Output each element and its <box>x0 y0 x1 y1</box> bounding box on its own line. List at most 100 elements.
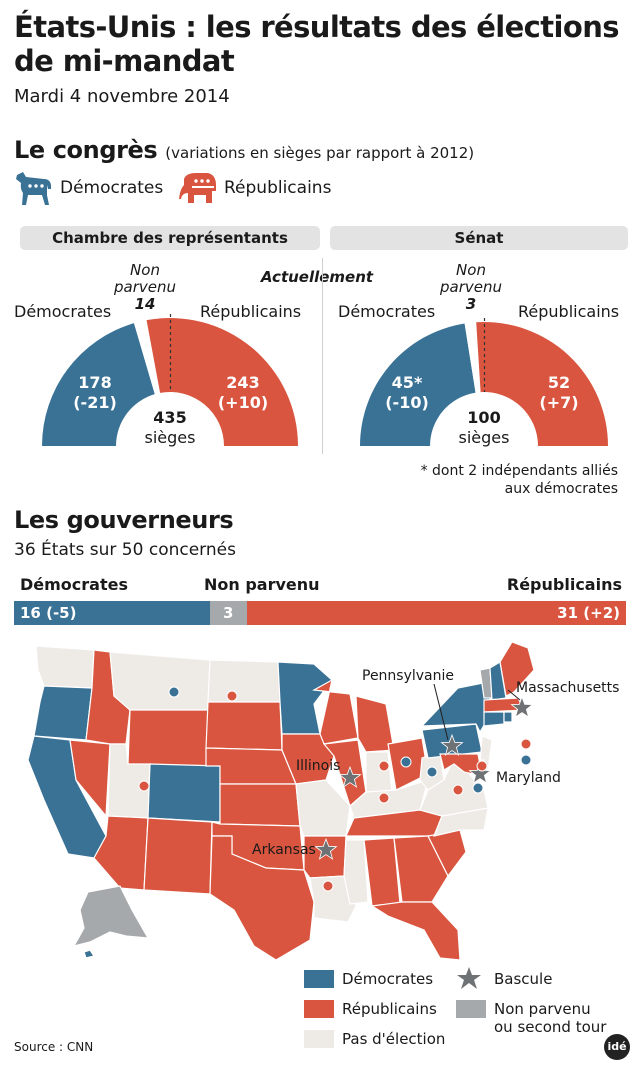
senate-rep-value: 52 (+7) <box>524 373 594 413</box>
dem-legend: Démocrates <box>14 168 163 208</box>
gov-bar-np: 3 <box>209 601 247 625</box>
state-mt <box>109 651 211 711</box>
small-state-dot-11 <box>476 760 488 772</box>
senate-total-label: sièges <box>458 428 510 447</box>
house-total: 435 sièges <box>134 408 206 448</box>
state-mo <box>295 779 351 837</box>
section-divider <box>322 258 323 454</box>
state-ks <box>219 783 301 827</box>
swing-star-icon <box>457 967 481 989</box>
current-label: Actuellement <box>260 268 374 286</box>
state-ny <box>420 681 493 734</box>
footnote-line1: * dont 2 indépendants alliés <box>420 463 618 479</box>
legend-rep-swatch <box>304 1000 334 1018</box>
house-np-value: 14 <box>134 295 156 313</box>
state-al <box>363 837 401 907</box>
swing-star-arkansas <box>314 837 338 860</box>
small-state-dot-9 <box>322 880 334 892</box>
donkey-icon <box>16 172 51 205</box>
senate-np-label: Non parvenu 3 <box>438 262 504 313</box>
senate-total-value: 100 <box>467 408 501 427</box>
small-state-dot-5 <box>426 766 438 778</box>
senate-rep-count: 52 <box>547 373 571 392</box>
legend-undecided-swatch <box>456 1000 486 1018</box>
state-ne <box>205 747 297 785</box>
congress-note: (variations en sièges par rapport à 2012… <box>165 144 475 162</box>
house-rep-value: 243 (+10) <box>208 373 278 413</box>
house-np-line1: Non <box>130 261 160 279</box>
senate-total: 100 sièges <box>448 408 520 448</box>
senate-np-line1: Non <box>456 261 486 279</box>
footnote-line2: aux démocrates <box>504 481 618 497</box>
house-rep-count: 243 <box>226 373 260 392</box>
pointer-massachusetts <box>507 689 521 701</box>
small-state-dot-3 <box>400 756 412 768</box>
swing-star-massachusetts <box>510 695 534 718</box>
state-nd <box>207 659 281 703</box>
label-illinois: Illinois <box>296 758 341 774</box>
legend-dem-swatch <box>304 970 334 988</box>
house-dem-count: 178 <box>78 373 112 392</box>
senate-dem-label: Démocrates <box>338 302 436 321</box>
small-state-dot-6 <box>472 782 484 794</box>
pointer-pennsylvania <box>433 683 449 741</box>
rep-legend: Républicains <box>178 168 331 208</box>
house-header: Chambre des représentants <box>20 226 320 250</box>
small-state-dot-8 <box>520 754 532 766</box>
senate-dem-count: 45* <box>391 373 423 392</box>
legend-undecided-line1: Non parvenu <box>494 1000 591 1018</box>
small-state-dot-12 <box>378 760 390 772</box>
small-state-dot-2 <box>168 686 180 698</box>
small-state-dot-10 <box>452 784 464 796</box>
small-state-dot-4 <box>378 792 390 804</box>
state-ri <box>503 711 513 723</box>
senate-np-value: 3 <box>465 295 477 313</box>
senate-header: Sénat <box>330 226 628 250</box>
senate-np-line2: parvenu <box>440 278 502 296</box>
state-sd <box>205 701 283 751</box>
state-in <box>365 751 393 793</box>
state-nv <box>69 739 111 818</box>
senate-rep-change: (+7) <box>539 393 579 412</box>
house-rep-change: (+10) <box>217 393 269 412</box>
senate-seg-np <box>464 322 481 393</box>
page-title: États-Unis : les résultats des élections… <box>14 10 626 78</box>
legend-none-label: Pas d'élection <box>342 1030 446 1048</box>
title-line-2: de mi-mandat <box>14 44 235 78</box>
gov-bar-rep: 31 (+2) <box>246 601 626 625</box>
governors-subtitle: 36 États sur 50 concernés <box>14 540 236 560</box>
house-seg-np <box>133 320 161 395</box>
legend-undecided-line2: ou second tour <box>494 1018 607 1036</box>
house-dem-change: (-21) <box>73 393 117 412</box>
swing-star-pennsylvania <box>440 733 464 756</box>
house-total-value: 435 <box>153 408 187 427</box>
state-wy <box>127 709 209 767</box>
swing-star-maryland <box>468 761 492 784</box>
house-total-label: sièges <box>144 428 196 447</box>
small-state-dot-7 <box>520 738 532 750</box>
small-state-dot-1 <box>226 690 238 702</box>
state-az <box>93 815 149 891</box>
us-governors-map <box>27 641 535 960</box>
legend-none-swatch <box>304 1030 334 1048</box>
house-dem-label: Démocrates <box>14 302 112 321</box>
legend-rep-label: Républicains <box>342 1000 437 1018</box>
dem-legend-label: Démocrates <box>60 178 164 198</box>
legend-dem-label: Démocrates <box>342 970 434 988</box>
state-mn <box>277 661 333 735</box>
state-ak <box>72 885 150 947</box>
senate-rep-label: Républicains <box>518 302 620 321</box>
governors-title: Les gouverneurs <box>14 506 234 534</box>
source-note: Source : CNN <box>14 1040 94 1054</box>
state-fl <box>370 901 461 960</box>
senate-footnote: * dont 2 indépendants alliés aux démocra… <box>330 462 618 498</box>
rep-legend-label: Républicains <box>224 178 332 198</box>
gov-rep-label: Républicains <box>506 575 622 594</box>
state-nc <box>433 807 489 837</box>
state-nh <box>489 661 507 701</box>
date-subtitle: Mardi 4 novembre 2014 <box>14 86 230 107</box>
label-maryland: Maryland <box>496 770 561 786</box>
state-ct <box>483 711 505 727</box>
senate-dem-change: (-10) <box>385 393 429 412</box>
governors-bar: 16 (-5) 3 31 (+2) <box>14 601 626 625</box>
